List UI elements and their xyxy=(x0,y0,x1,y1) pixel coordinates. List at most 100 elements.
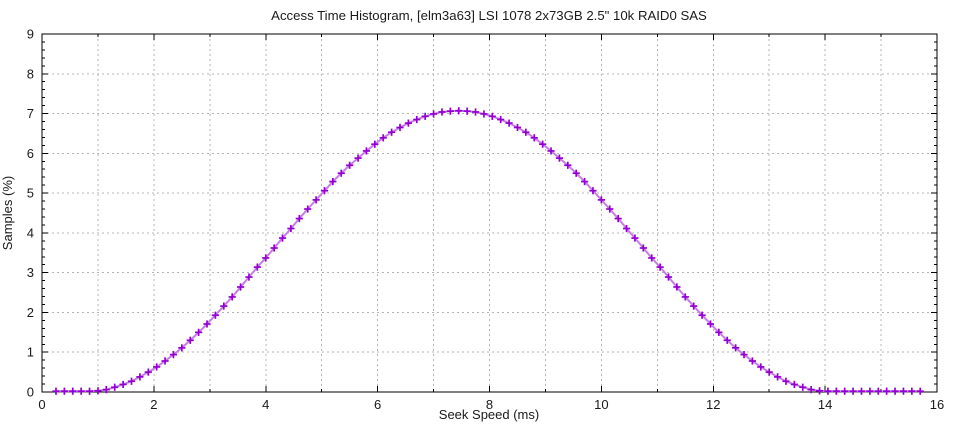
data-point-marker xyxy=(178,344,186,352)
data-point-marker xyxy=(236,283,245,291)
data-point-marker xyxy=(748,357,757,365)
data-point-marker xyxy=(287,224,295,233)
data-point-marker xyxy=(161,357,169,365)
data-point-marker xyxy=(824,387,832,395)
data-point-marker xyxy=(639,244,647,252)
data-point-marker xyxy=(715,328,723,336)
data-point-marker xyxy=(497,115,505,124)
data-point-marker xyxy=(790,380,798,389)
data-point-marker xyxy=(471,108,480,116)
data-point-marker xyxy=(572,169,580,177)
data-point-marker xyxy=(773,373,782,381)
data-point-marker xyxy=(547,147,555,155)
y-tick-label: 4 xyxy=(27,225,34,240)
x-tick-label: 12 xyxy=(706,397,720,412)
data-point-marker xyxy=(295,214,303,223)
x-tick-label: 8 xyxy=(486,397,493,412)
data-point-marker xyxy=(270,244,278,252)
data-point-marker xyxy=(304,205,312,213)
data-point-marker xyxy=(211,311,220,319)
y-tick-label: 9 xyxy=(27,27,34,42)
data-point-marker xyxy=(740,351,748,359)
x-tick-label: 6 xyxy=(374,397,381,412)
data-point-marker xyxy=(799,383,807,391)
data-point-marker xyxy=(706,320,715,328)
data-point-marker xyxy=(874,387,882,395)
data-point-marker xyxy=(455,107,463,115)
y-tick-label: 0 xyxy=(27,385,34,400)
data-point-marker xyxy=(69,387,77,395)
x-axis-label: Seek Speed (ms) xyxy=(439,407,539,422)
y-tick-label: 1 xyxy=(27,345,34,360)
data-point-marker xyxy=(253,263,261,271)
data-point-marker xyxy=(488,112,496,120)
data-point-marker xyxy=(429,110,438,118)
data-point-marker xyxy=(354,154,362,162)
data-point-marker xyxy=(228,293,236,301)
data-point-marker xyxy=(421,112,429,120)
data-point-marker xyxy=(119,380,127,389)
data-point-marker xyxy=(413,115,421,124)
data-point-marker xyxy=(203,320,211,328)
data-point-marker xyxy=(329,177,337,186)
data-point-marker xyxy=(388,128,396,136)
data-point-marker xyxy=(732,344,740,352)
data-point-marker xyxy=(631,234,639,242)
data-point-marker xyxy=(866,387,874,395)
data-point-marker xyxy=(606,205,614,213)
data-point-marker xyxy=(396,123,404,132)
data-point-marker xyxy=(597,196,605,204)
data-point-marker xyxy=(362,147,371,155)
data-point-marker xyxy=(102,386,110,394)
data-point-marker xyxy=(186,336,194,344)
data-point-marker xyxy=(656,263,664,271)
data-point-marker xyxy=(379,134,387,142)
data-point-marker xyxy=(127,377,136,385)
y-axis-label: Samples (%) xyxy=(0,176,15,250)
grid-lines xyxy=(42,34,937,392)
x-tick-label: 14 xyxy=(818,397,832,412)
data-point-marker xyxy=(815,387,824,395)
data-point-marker xyxy=(614,214,622,223)
data-point-marker xyxy=(438,108,446,116)
plot-border xyxy=(41,33,938,393)
data-point-marker xyxy=(522,128,530,136)
data-point-marker xyxy=(664,273,673,281)
data-point-marker xyxy=(262,254,270,262)
data-point-marker xyxy=(144,368,152,376)
data-point-marker xyxy=(312,196,320,204)
data-point-marker xyxy=(77,387,85,395)
chart-title: Access Time Histogram, [elm3a63] LSI 107… xyxy=(271,8,707,23)
x-tick-label: 2 xyxy=(150,397,157,412)
data-point-marker xyxy=(757,363,765,371)
data-point-marker xyxy=(60,387,68,395)
data-point-marker xyxy=(220,302,228,310)
data-point-marker xyxy=(857,387,866,395)
data-point-marker xyxy=(849,387,857,395)
data-point-marker xyxy=(337,169,345,177)
data-point-marker xyxy=(320,187,329,195)
data-point-marker xyxy=(681,293,689,301)
x-tick-label: 10 xyxy=(594,397,608,412)
axis-ticks xyxy=(41,33,938,393)
data-point-marker xyxy=(245,273,253,281)
y-tick-label: 7 xyxy=(27,106,34,121)
y-tick-label: 5 xyxy=(27,186,34,201)
data-point-marker xyxy=(648,254,656,262)
data-point-marker xyxy=(52,387,60,395)
data-point-marker xyxy=(136,373,144,381)
data-point-marker xyxy=(765,368,773,376)
data-point-marker xyxy=(580,177,589,186)
data-point-marker xyxy=(690,302,698,310)
x-tick-label: 0 xyxy=(38,397,45,412)
data-point-marker xyxy=(111,383,119,391)
data-point-marker xyxy=(346,161,354,169)
data-point-marker xyxy=(589,187,597,195)
data-point-marker xyxy=(622,224,631,233)
data-point-marker xyxy=(153,363,161,371)
data-point-marker xyxy=(278,234,287,242)
data-point-marker xyxy=(899,387,908,395)
data-point-marker xyxy=(195,328,203,336)
